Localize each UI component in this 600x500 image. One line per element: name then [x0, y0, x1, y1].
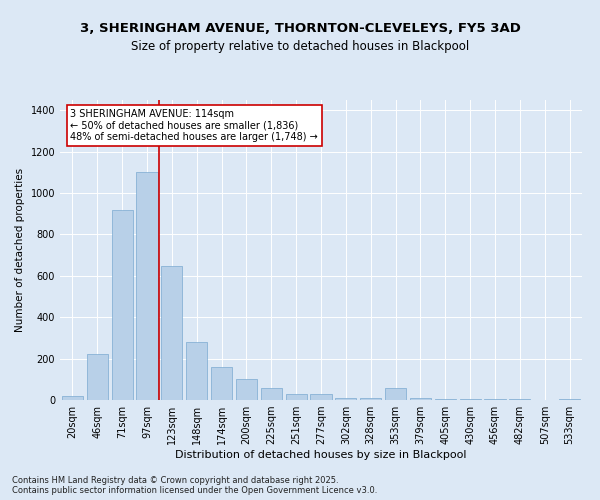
Bar [161, 266, 182, 400]
Bar [559, 399, 580, 400]
Bar [435, 399, 456, 400]
Bar [335, 398, 356, 400]
Bar [484, 399, 506, 400]
Bar [112, 210, 133, 400]
Bar [509, 399, 530, 400]
Y-axis label: Number of detached properties: Number of detached properties [15, 168, 25, 332]
Bar [62, 396, 83, 400]
Bar [286, 394, 307, 400]
Text: Contains HM Land Registry data © Crown copyright and database right 2025.
Contai: Contains HM Land Registry data © Crown c… [12, 476, 377, 495]
Bar [310, 394, 332, 400]
Text: 3, SHERINGHAM AVENUE, THORNTON-CLEVELEYS, FY5 3AD: 3, SHERINGHAM AVENUE, THORNTON-CLEVELEYS… [80, 22, 520, 36]
Text: 3 SHERINGHAM AVENUE: 114sqm
← 50% of detached houses are smaller (1,836)
48% of : 3 SHERINGHAM AVENUE: 114sqm ← 50% of det… [70, 109, 318, 142]
Bar [385, 388, 406, 400]
Bar [410, 398, 431, 400]
Bar [186, 342, 207, 400]
X-axis label: Distribution of detached houses by size in Blackpool: Distribution of detached houses by size … [175, 450, 467, 460]
Bar [261, 388, 282, 400]
Bar [136, 172, 158, 400]
Bar [360, 398, 381, 400]
Text: Size of property relative to detached houses in Blackpool: Size of property relative to detached ho… [131, 40, 469, 53]
Bar [87, 354, 108, 400]
Bar [211, 367, 232, 400]
Bar [460, 399, 481, 400]
Bar [236, 380, 257, 400]
